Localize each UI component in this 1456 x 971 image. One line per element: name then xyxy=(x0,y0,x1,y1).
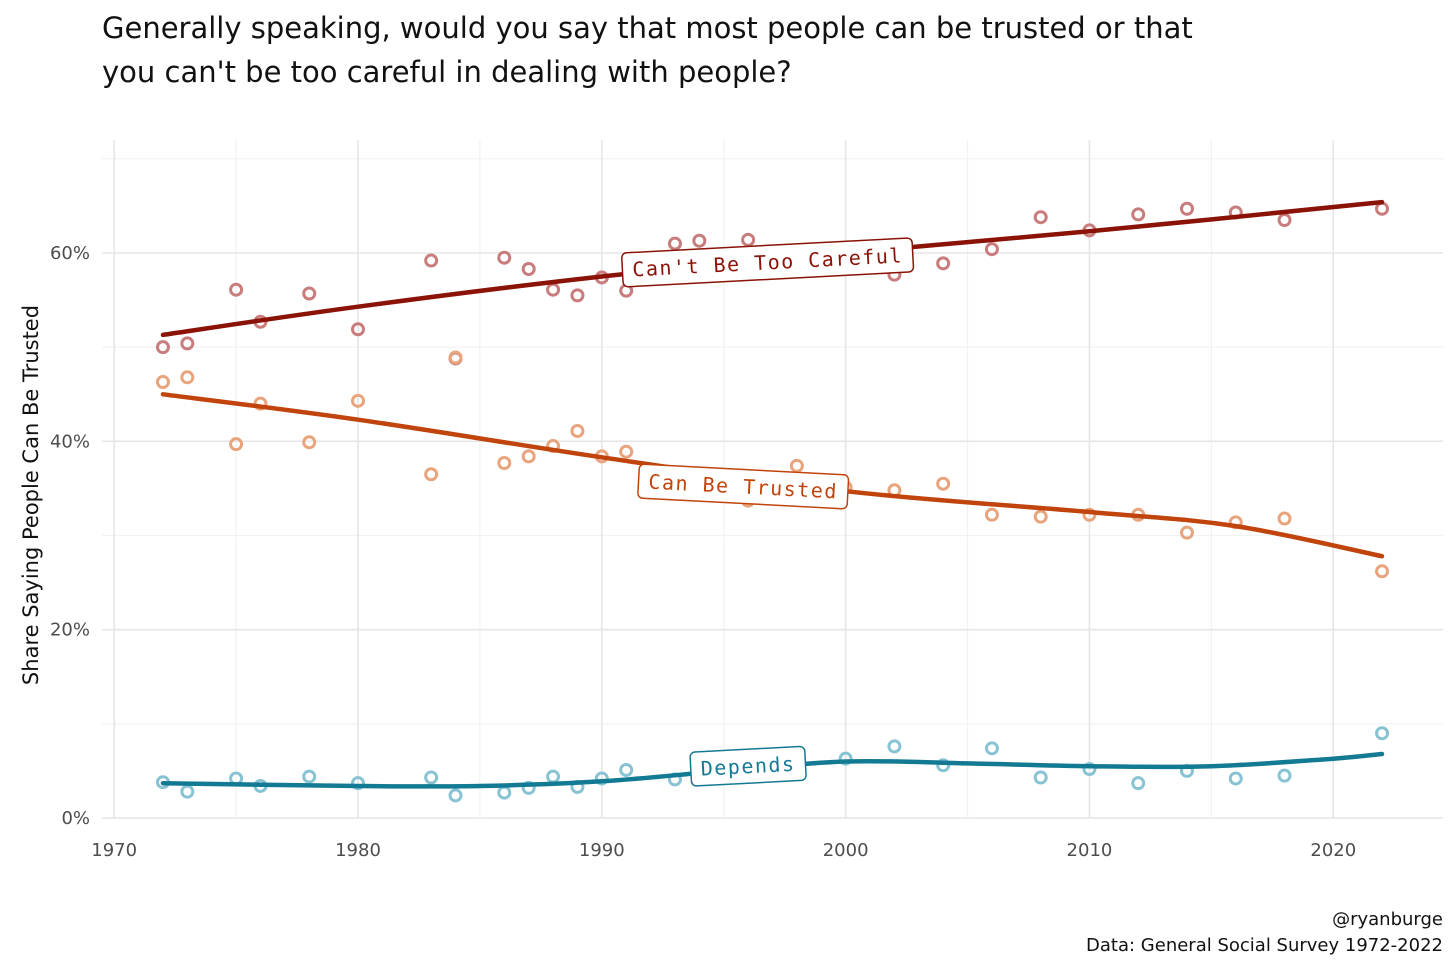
series-label-1: Can Be Trusted xyxy=(637,463,850,510)
x-tick-label: 1980 xyxy=(335,840,381,861)
data-point-series-1 xyxy=(448,350,463,365)
data-point-series-0 xyxy=(741,232,756,247)
data-point-series-0 xyxy=(180,336,195,351)
caption-source: Data: General Social Survey 1972-2022 xyxy=(1086,935,1443,956)
x-tick-label: 1990 xyxy=(579,840,625,861)
data-point-series-0 xyxy=(521,262,536,277)
data-point-series-0 xyxy=(351,322,366,337)
data-point-series-0 xyxy=(1277,213,1292,228)
data-point-series-2 xyxy=(424,770,439,785)
tick-labels: 1970 1980 1990 2000 2010 2020 0% 20% 40% 60% xyxy=(50,243,1356,861)
data-point-series-2 xyxy=(1375,726,1390,741)
chart-title-line-2: you can't be too careful in dealing with… xyxy=(102,55,792,89)
data-point-series-0 xyxy=(497,250,512,265)
data-point-series-0 xyxy=(229,282,244,297)
data-point-series-1 xyxy=(1179,525,1194,540)
x-tick-label: 1970 xyxy=(91,840,137,861)
y-tick-label: 60% xyxy=(50,243,90,264)
data-point-series-1 xyxy=(229,437,244,452)
data-point-series-1 xyxy=(424,467,439,482)
data-point-series-2 xyxy=(448,788,463,803)
data-point-series-2 xyxy=(302,769,317,784)
data-point-series-2 xyxy=(1082,762,1097,777)
series-label-2: Depends xyxy=(689,745,807,787)
data-point-series-2 xyxy=(594,771,609,786)
data-point-series-1 xyxy=(302,435,317,450)
y-tick-label: 0% xyxy=(61,808,90,829)
series-label-box xyxy=(637,463,850,510)
data-point-series-2 xyxy=(351,776,366,791)
data-point-series-2 xyxy=(619,762,634,777)
series-labels: Can't Be Too Careful Can Be Trusted Depend… xyxy=(621,237,915,787)
y-tick-label: 40% xyxy=(50,431,90,452)
caption-handle: @ryanburge xyxy=(1332,909,1443,930)
x-tick-label: 2000 xyxy=(823,840,869,861)
data-point-series-0 xyxy=(1131,207,1146,222)
data-point-series-2 xyxy=(546,769,561,784)
data-point-series-0 xyxy=(424,253,439,268)
data-point-series-2 xyxy=(984,741,999,756)
data-point-series-0 xyxy=(1375,201,1390,216)
data-point-series-2 xyxy=(1228,771,1243,786)
data-point-series-1 xyxy=(155,375,170,390)
data-point-series-1 xyxy=(351,393,366,408)
data-point-series-2 xyxy=(521,780,536,795)
data-point-series-0 xyxy=(570,288,585,303)
data-point-series-2 xyxy=(497,785,512,800)
chart-title-line-1: Generally speaking, would you say that m… xyxy=(102,11,1193,45)
data-point-series-1 xyxy=(1033,509,1048,524)
data-point-series-1 xyxy=(497,455,512,470)
data-point-series-0 xyxy=(155,340,170,355)
data-point-series-2 xyxy=(1131,776,1146,791)
series-label-box xyxy=(621,237,915,288)
data-point-series-0 xyxy=(1179,201,1194,216)
x-tick-label: 2010 xyxy=(1067,840,1113,861)
y-tick-label: 20% xyxy=(50,620,90,641)
x-tick-label: 2020 xyxy=(1310,840,1356,861)
data-point-series-2 xyxy=(1277,768,1292,783)
data-point-series-1 xyxy=(1277,511,1292,526)
data-point-series-0 xyxy=(936,256,951,271)
data-point-series-1 xyxy=(1082,507,1097,522)
data-point-series-0 xyxy=(302,286,317,301)
data-point-series-1 xyxy=(936,476,951,491)
data-point-series-0 xyxy=(546,282,561,297)
data-point-series-2 xyxy=(838,751,853,766)
data-point-series-2 xyxy=(936,758,951,773)
data-point-series-1 xyxy=(984,507,999,522)
data-point-series-0 xyxy=(1033,210,1048,225)
data-point-series-2 xyxy=(887,739,902,754)
trend-line-series-2 xyxy=(160,751,1385,789)
data-point-series-2 xyxy=(180,784,195,799)
data-point-series-0 xyxy=(667,236,682,251)
data-point-series-1 xyxy=(521,449,536,464)
data-point-series-0 xyxy=(984,242,999,257)
data-point-series-0 xyxy=(692,233,707,248)
y-axis-title: Share Saying People Can Be Trusted xyxy=(19,305,43,685)
series-label-text: Depends xyxy=(700,752,796,781)
data-point-series-1 xyxy=(789,458,804,473)
data-point-series-1 xyxy=(619,444,634,459)
data-point-series-1 xyxy=(570,423,585,438)
series-label-box xyxy=(689,745,807,787)
data-point-series-2 xyxy=(1033,770,1048,785)
data-point-series-1 xyxy=(1375,564,1390,579)
data-point-series-1 xyxy=(180,370,195,385)
series-label-0: Can't Be Too Careful xyxy=(621,237,915,288)
